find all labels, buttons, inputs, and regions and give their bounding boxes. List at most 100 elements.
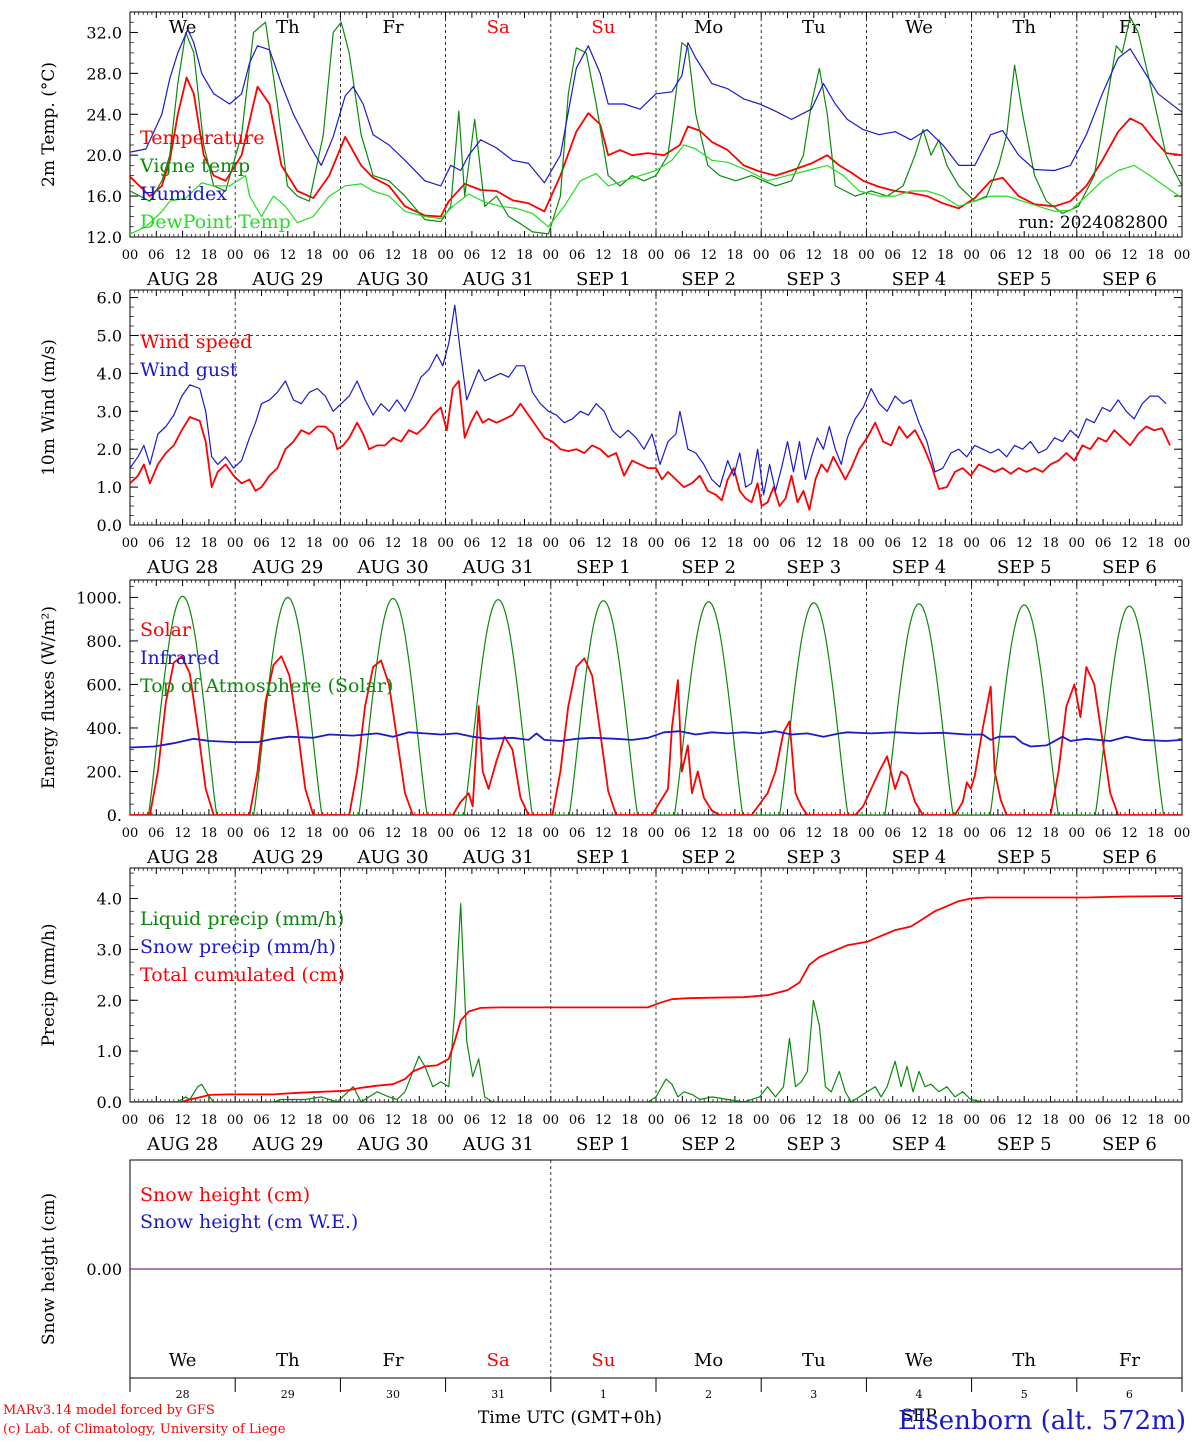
station-name: Elsenborn (alt. 572m) bbox=[898, 1406, 1186, 1436]
hour-tick-label: 06 bbox=[674, 536, 691, 551]
hour-tick-label: 06 bbox=[464, 536, 481, 551]
hour-tick-label: 18 bbox=[727, 248, 744, 263]
hour-tick-label: 12 bbox=[1121, 536, 1138, 551]
hour-tick-label: 12 bbox=[174, 1113, 191, 1128]
hour-tick-label: 12 bbox=[385, 826, 402, 841]
hour-tick-label: 00 bbox=[963, 826, 980, 841]
hour-tick-label: 00 bbox=[543, 826, 560, 841]
hour-tick-label: 06 bbox=[990, 536, 1007, 551]
hour-tick-label: 12 bbox=[174, 826, 191, 841]
hour-tick-label: 18 bbox=[727, 826, 744, 841]
series-line-wind-speed bbox=[130, 380, 1171, 511]
day-name: We bbox=[905, 17, 933, 38]
hour-tick-label: 18 bbox=[306, 248, 323, 263]
panel-precip: 0.0 1.0 2.0 3.0 4.0 Precip (mm/h) 00 06 12 18 AUG … bbox=[39, 867, 1190, 1155]
hour-tick-label: 12 bbox=[1016, 1113, 1033, 1128]
hour-tick-label: 06 bbox=[569, 536, 586, 551]
y-tick-label: 0.00 bbox=[86, 1260, 122, 1279]
hour-tick-label: 12 bbox=[595, 248, 612, 263]
hour-tick-label: 00 bbox=[1174, 536, 1191, 551]
date-label: SEP 3 bbox=[786, 1134, 841, 1155]
y-tick-label: 4.0 bbox=[97, 890, 122, 909]
hour-tick-label: 12 bbox=[911, 1113, 928, 1128]
series-line-infrared bbox=[130, 730, 1182, 749]
hour-tick-label: 06 bbox=[1095, 1113, 1112, 1128]
y-tick-label: 12.0 bbox=[86, 228, 122, 247]
hour-tick-label: 18 bbox=[201, 826, 218, 841]
legend-entry: Liquid precip (mm/h) bbox=[140, 908, 344, 930]
hour-tick-label: 06 bbox=[674, 1113, 691, 1128]
hour-tick-label: 00 bbox=[1174, 826, 1191, 841]
date-label: AUG 30 bbox=[356, 557, 428, 578]
hour-tick-label: 00 bbox=[858, 1113, 875, 1128]
day-name: We bbox=[169, 17, 197, 38]
hour-tick-label: 18 bbox=[411, 248, 428, 263]
day-name: Fr bbox=[382, 1350, 403, 1371]
date-label: SEP 6 bbox=[1102, 269, 1157, 290]
day-name: Th bbox=[276, 1350, 300, 1371]
legend-entry: Total cumulated (cm) bbox=[140, 964, 345, 986]
date-label: SEP 5 bbox=[997, 847, 1052, 868]
hour-tick-label: 00 bbox=[963, 1113, 980, 1128]
date-label: AUG 31 bbox=[462, 1134, 534, 1155]
hour-tick-label: 12 bbox=[280, 536, 297, 551]
hour-tick-label: 18 bbox=[1147, 1113, 1164, 1128]
legend-entry: Wind speed bbox=[140, 331, 252, 353]
hour-tick-label: 12 bbox=[1121, 826, 1138, 841]
day-name: Su bbox=[591, 1350, 615, 1371]
hour-tick-label: 18 bbox=[201, 536, 218, 551]
day-name: Tu bbox=[802, 17, 826, 38]
hour-tick-label: 00 bbox=[122, 248, 139, 263]
legend-entry: Top of Atmosphere (Solar) bbox=[140, 675, 393, 697]
day-name: Th bbox=[1012, 17, 1036, 38]
day-name: Su bbox=[591, 17, 615, 38]
date-label: AUG 31 bbox=[462, 269, 534, 290]
date-label: SEP 2 bbox=[681, 269, 736, 290]
date-label: AUG 29 bbox=[251, 269, 323, 290]
hour-tick-label: 06 bbox=[253, 536, 270, 551]
y-tick-label: 32.0 bbox=[86, 23, 122, 42]
date-label: SEP 2 bbox=[681, 557, 736, 578]
hour-tick-label: 18 bbox=[306, 1113, 323, 1128]
hour-tick-label: 06 bbox=[884, 826, 901, 841]
y-tick-label: 3.0 bbox=[97, 402, 122, 421]
day-name: We bbox=[905, 1350, 933, 1371]
hour-tick-label: 00 bbox=[753, 826, 770, 841]
hour-tick-label: 18 bbox=[621, 536, 638, 551]
day-name: Fr bbox=[1119, 1350, 1140, 1371]
date-label: AUG 31 bbox=[462, 847, 534, 868]
hour-tick-label: 06 bbox=[884, 1113, 901, 1128]
hour-tick-label: 18 bbox=[1147, 536, 1164, 551]
hour-tick-label: 12 bbox=[1016, 826, 1033, 841]
month-label: SEP bbox=[901, 1406, 937, 1426]
hour-tick-label: 00 bbox=[1069, 536, 1086, 551]
hour-tick-label: 00 bbox=[648, 248, 665, 263]
hour-tick-label: 06 bbox=[674, 248, 691, 263]
y-tick-label: 5.0 bbox=[97, 326, 122, 345]
hour-tick-label: 06 bbox=[990, 1113, 1007, 1128]
date-label: AUG 30 bbox=[356, 1134, 428, 1155]
day-name: Sa bbox=[487, 17, 510, 38]
legend-entry: Humidex bbox=[140, 183, 227, 205]
hour-tick-label: 18 bbox=[832, 248, 849, 263]
hour-tick-label: 00 bbox=[963, 248, 980, 263]
y-tick-label: 4.0 bbox=[97, 364, 122, 383]
hour-tick-label: 18 bbox=[516, 1113, 533, 1128]
hour-tick-label: 06 bbox=[253, 826, 270, 841]
y-tick-label: 800. bbox=[86, 632, 122, 651]
y-tick-label: 1.0 bbox=[97, 478, 122, 497]
day-name: Th bbox=[1012, 1350, 1036, 1371]
y-tick-label: 0. bbox=[107, 806, 122, 825]
date-label: SEP 2 bbox=[681, 847, 736, 868]
date-label: SEP 4 bbox=[892, 269, 947, 290]
hour-tick-label: 06 bbox=[148, 536, 165, 551]
date-label: SEP 5 bbox=[997, 269, 1052, 290]
hour-tick-label: 12 bbox=[806, 1113, 823, 1128]
hour-tick-label: 12 bbox=[174, 536, 191, 551]
hour-tick-label: 00 bbox=[543, 248, 560, 263]
series-line-vigne-temp bbox=[130, 16, 1182, 235]
hour-tick-label: 06 bbox=[990, 248, 1007, 263]
hour-tick-label: 00 bbox=[543, 536, 560, 551]
hour-tick-label: 00 bbox=[1069, 1113, 1086, 1128]
